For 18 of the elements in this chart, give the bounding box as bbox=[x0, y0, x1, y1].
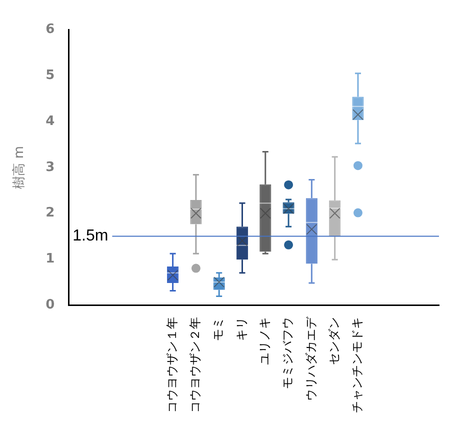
x-tick-label: ユリノキ bbox=[258, 317, 272, 365]
x-tick-label: コウヨウザン１年 bbox=[164, 317, 179, 413]
x-tick-label: コウヨウザン２年 bbox=[188, 317, 202, 413]
x-tick-label: チャンチンモドキ bbox=[350, 317, 364, 413]
y-tick-label: 6 bbox=[46, 22, 55, 38]
y-tick-label: 2 bbox=[46, 206, 55, 221]
x-tick-label: キリ bbox=[234, 317, 248, 341]
y-tick-label: 4 bbox=[46, 114, 55, 129]
y-tick-label: 3 bbox=[46, 160, 55, 175]
ref-line-label: 1.5m bbox=[72, 228, 108, 245]
y-tick-label: 1 bbox=[46, 252, 55, 267]
x-tick-label: モミ bbox=[211, 317, 226, 341]
y-tick-label: 0 bbox=[46, 297, 55, 312]
y-axis-title: 樹高 m bbox=[11, 146, 28, 189]
x-tick-label: モミジバフウ bbox=[280, 317, 295, 389]
x-tick-label: センダン bbox=[326, 317, 341, 365]
x-tick-label: ウリハダカエデ bbox=[304, 316, 318, 401]
y-tick-label: 5 bbox=[46, 68, 55, 84]
